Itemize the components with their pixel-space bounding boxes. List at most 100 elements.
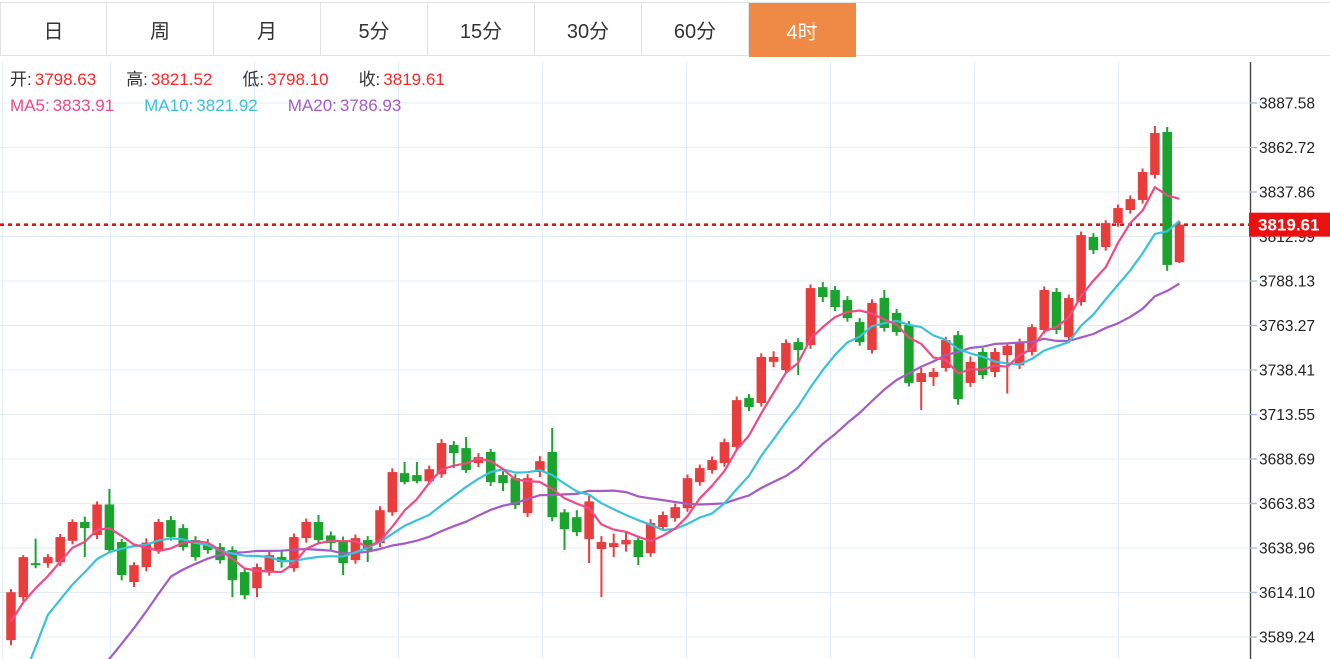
candle-body [756,356,767,403]
candle-body [719,442,730,464]
candle-body [768,356,779,362]
candle-body [633,540,644,558]
ohlc-low: 低: 3798.10 [242,70,328,90]
timeframe-tab-2[interactable]: 月 [214,3,321,55]
candle-body [977,351,988,376]
candle-body [1027,327,1037,352]
candle-body [793,342,803,350]
candle-body [818,287,828,298]
candle-body [596,542,607,550]
candle-body [92,504,102,536]
candle-body [424,469,434,482]
y-axis-label: 3688.69 [1259,452,1315,469]
candle-body [744,397,754,408]
candle-body [80,522,90,529]
candle-body [547,452,557,518]
candle-body [264,555,275,573]
ohlc-open-value: 3798.63 [34,70,97,89]
timeframe-tab-0[interactable]: 日 [0,3,107,55]
candle-body [190,540,201,558]
timeframe-tab-3[interactable]: 5分 [321,3,428,55]
candle-body [781,343,791,371]
ohlc-high-value: 3821.52 [150,70,213,89]
ma10-line [29,219,1181,659]
candle-body [1113,208,1123,224]
ma20-line [107,282,1181,659]
candle-body [178,528,188,548]
timeframe-tab-6[interactable]: 60分 [642,3,749,55]
candle-body [18,557,29,598]
candle-body [670,507,680,519]
ohlc-low-label: 低: [242,70,265,89]
legend-ma20-label: MA20: [287,96,337,115]
candle-body [904,324,914,383]
candle-body [621,540,631,545]
candle-body [953,335,963,400]
candle-body [805,288,816,346]
ohlc-open-label: 开: [10,70,32,89]
timeframe-tab-5[interactable]: 30分 [535,3,642,55]
candle-body [510,478,521,506]
candle-body [1100,223,1111,248]
candle-body [707,460,717,471]
candle-body [387,472,398,513]
ohlc-low-value: 3798.10 [267,70,329,89]
ohlc-readout: 开: 3798.63 高: 3821.52 低: 3798.10 收: 3819.61 [10,70,475,90]
candle-body [141,542,152,568]
candle-body [166,520,176,538]
legend-ma20: MA20: 3786.93 [288,96,402,116]
candle-body [535,461,545,473]
y-axis-labels: 3887.583862.723837.863812.993788.133763.… [1250,96,1315,647]
candle-body [731,400,742,448]
candle-body [1174,224,1185,263]
candle-body [203,545,213,551]
y-axis-label: 3887.58 [1259,96,1315,113]
candle-body [658,515,668,528]
candle-body [1039,290,1049,330]
ma-lines [10,186,1181,659]
timeframe-tab-7[interactable]: 4时 [749,3,856,57]
candle-body [252,567,262,589]
candle-body [1076,235,1086,303]
candle-body [30,563,41,566]
candle-body [153,522,164,551]
legend-ma10: MA10: 3821.92 [144,96,258,116]
candle-body [1150,133,1160,175]
candle-body [375,510,385,544]
candle-body [498,475,508,484]
candle-body [55,537,65,563]
candle-body [559,512,570,530]
candle-body [1162,131,1172,265]
candle-body [1137,172,1148,200]
candlestick-chart[interactable]: 3887.583862.723837.863812.993788.133763.… [0,62,1330,659]
candle-body [485,452,496,483]
candle-body [522,478,533,514]
legend-ma10-label: MA10: [144,96,194,115]
candle-body [313,522,324,541]
y-axis-label: 3788.13 [1259,274,1315,291]
candle-body [1002,345,1013,355]
ohlc-close-value: 3819.61 [383,70,445,89]
candle-body [6,592,16,641]
candle-body [854,322,865,343]
candle-body [682,478,693,509]
candle-body [116,542,127,575]
candle-body [830,290,840,308]
candle-body [473,457,484,464]
candle-body [399,473,410,483]
timeframe-tab-1[interactable]: 周 [107,3,214,55]
candle-body [695,468,705,483]
timeframe-tab-4[interactable]: 15分 [428,3,535,55]
candle-body [1125,199,1136,211]
candle-body [965,361,976,383]
ohlc-close: 收: 3819.61 [359,70,445,90]
candle-body [276,557,287,563]
candle-body [1088,237,1099,251]
candle-body [645,523,656,554]
candle-body [842,300,853,319]
candle-body [43,557,53,564]
y-axis-label: 3763.27 [1259,318,1315,335]
candle-body [891,312,902,333]
candle-body [916,373,926,383]
